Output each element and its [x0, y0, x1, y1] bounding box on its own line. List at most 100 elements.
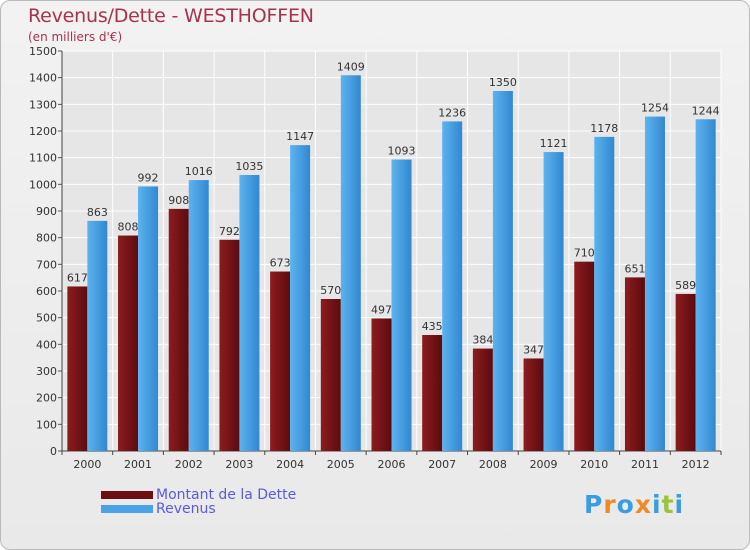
logo-letter: P [584, 490, 604, 519]
bar-debt-2006 [371, 318, 392, 451]
y-tick-label: 300 [36, 365, 57, 378]
x-tick-label: 2000 [73, 458, 101, 471]
data-label-debt: 384 [472, 334, 493, 347]
logo-letter: r [603, 490, 617, 519]
logo-letter: o [616, 490, 635, 519]
y-tick-label: 400 [36, 338, 57, 351]
logo-letter: i [652, 490, 662, 519]
chart-title: Revenus/Dette - WESTHOFFEN [28, 5, 314, 27]
bar-debt-2007 [422, 335, 443, 451]
bar-debt-2011 [624, 277, 645, 451]
x-tick-label: 2004 [276, 458, 304, 471]
y-tick-label: 100 [36, 418, 57, 431]
bar-debt-2002 [168, 208, 189, 451]
bar-debt-2000 [67, 286, 88, 451]
bar-debt-2004 [270, 271, 291, 451]
data-label-revenus: 992 [138, 171, 159, 184]
x-tick-label: 2012 [682, 458, 710, 471]
y-tick-label: 1300 [29, 98, 57, 111]
bar-revenus-2012 [695, 119, 716, 452]
data-label-revenus: 1350 [489, 76, 517, 89]
bar-revenus-2008 [492, 91, 513, 451]
legend-item-revenus: Revenus [101, 501, 216, 517]
data-label-debt: 347 [523, 343, 544, 356]
y-tick-label: 600 [36, 285, 57, 298]
x-tick-label: 2010 [580, 458, 608, 471]
data-labels: 617 863 808 992 908 1016 792 1035 673 1147 570 1409… [67, 60, 720, 356]
bar-revenus-2007 [442, 121, 463, 452]
bars [67, 75, 716, 452]
chart-subtitle: (en milliers d'€) [28, 30, 123, 44]
bar-revenus-2011 [644, 116, 665, 451]
data-label-debt: 808 [118, 221, 139, 234]
data-label-debt: 435 [422, 320, 443, 333]
logo-letter: t [661, 490, 675, 519]
x-tick-label: 2008 [479, 458, 507, 471]
logo-letter: x [634, 490, 652, 519]
bar-revenus-2006 [391, 159, 412, 452]
y-tick-label: 200 [36, 392, 57, 405]
x-tick-label: 2011 [631, 458, 659, 471]
y-tick-label: 500 [36, 312, 57, 325]
legend-label-debt: Montant de la Dette [156, 487, 297, 503]
bar-debt-2010 [574, 261, 595, 451]
y-tick-label: 1000 [29, 178, 57, 191]
bar-debt-2003 [219, 239, 240, 451]
data-label-revenus: 1244 [692, 104, 720, 117]
data-label-debt: 673 [270, 257, 291, 270]
data-label-revenus: 1178 [590, 122, 618, 135]
x-tick-label: 2002 [175, 458, 203, 471]
legend-swatch-debt [101, 491, 153, 499]
bar-debt-2005 [320, 299, 341, 451]
axes: 0 100 200 300 400 500 600 700 800 900 1000 1100 1200… [29, 45, 722, 471]
y-tick-label: 1200 [29, 125, 57, 138]
data-label-debt: 651 [624, 262, 645, 275]
x-tick-label: 2006 [378, 458, 406, 471]
legend-label-revenus: Revenus [156, 501, 216, 517]
x-tick-label: 2009 [530, 458, 558, 471]
data-label-debt: 792 [219, 225, 240, 238]
data-label-debt: 617 [67, 271, 88, 284]
data-label-debt: 497 [371, 303, 392, 316]
data-label-revenus: 1035 [235, 160, 263, 173]
bar-debt-2008 [472, 348, 493, 451]
x-tick-label: 2005 [327, 458, 355, 471]
y-tick-label: 1400 [29, 72, 57, 85]
data-label-revenus: 1147 [286, 130, 314, 143]
y-tick-label: 1100 [29, 152, 57, 165]
proxiti-logo: Proxiti [584, 490, 684, 519]
y-tick-label: 0 [50, 445, 57, 458]
data-label-revenus: 1254 [641, 102, 669, 115]
data-label-debt: 908 [168, 194, 189, 207]
bar-debt-2001 [118, 235, 139, 451]
x-tick-label: 2001 [124, 458, 152, 471]
y-tick-label: 900 [36, 205, 57, 218]
y-tick-label: 800 [36, 232, 57, 245]
bar-revenus-2002 [188, 180, 209, 452]
bar-debt-2009 [523, 358, 544, 451]
bar-revenus-2010 [594, 136, 615, 451]
data-label-revenus: 1409 [337, 60, 365, 73]
data-label-revenus: 1093 [388, 145, 416, 158]
bar-revenus-2004 [290, 145, 311, 451]
data-label-debt: 589 [675, 279, 696, 292]
bar-revenus-2001 [138, 186, 159, 451]
logo-letter: i [674, 490, 685, 519]
bar-revenus-2005 [340, 75, 361, 452]
data-label-revenus: 1236 [438, 106, 466, 119]
y-tick-label: 1500 [29, 45, 57, 58]
data-label-debt: 710 [574, 247, 595, 260]
bar-revenus-2003 [239, 175, 260, 451]
data-label-revenus: 863 [87, 206, 108, 219]
x-tick-label: 2007 [428, 458, 456, 471]
y-tick-label: 700 [36, 258, 57, 271]
bar-revenus-2009 [543, 152, 564, 452]
data-label-revenus: 1121 [540, 137, 568, 150]
bar-debt-2012 [675, 293, 696, 451]
x-tick-label: 2003 [225, 458, 253, 471]
data-label-debt: 570 [320, 284, 341, 297]
legend-swatch-revenus [101, 505, 153, 513]
bar-revenus-2000 [87, 220, 108, 451]
